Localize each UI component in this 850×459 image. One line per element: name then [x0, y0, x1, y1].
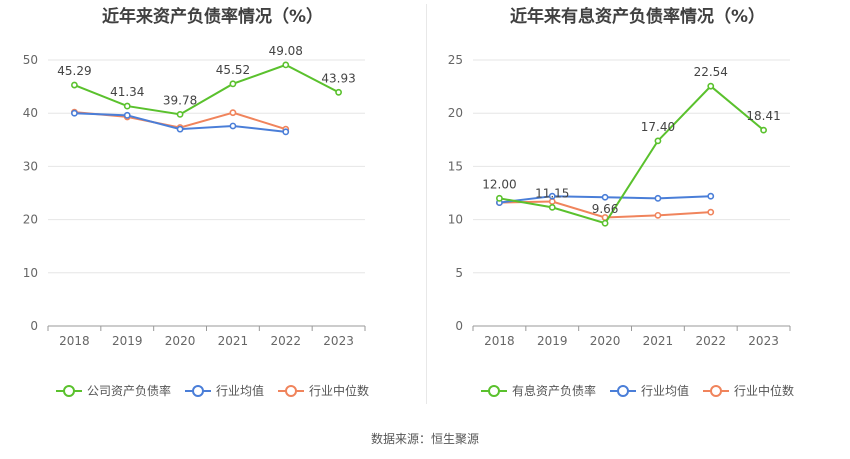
legend-label: 行业中位数	[309, 384, 370, 398]
legend-item-series-1[interactable]: 有息资产负债率	[480, 382, 596, 399]
data-point[interactable]	[707, 208, 715, 216]
data-point[interactable]	[654, 194, 662, 202]
chart-plot-area: 0 5 10 15 20 25 2018 2019 2020 2021 2022 2023 12.00 1…	[448, 53, 791, 348]
data-point[interactable]	[548, 203, 556, 211]
legend-item-series-2[interactable]: 行业均值	[184, 382, 264, 399]
data-label: 22.54	[694, 65, 728, 79]
x-tick-label: 2020	[165, 334, 196, 348]
data-point[interactable]	[71, 81, 78, 89]
data-point[interactable]	[71, 109, 78, 117]
y-tick-label: 10	[448, 213, 463, 227]
x-tick-label: 2018	[59, 334, 90, 348]
data-label: 43.93	[321, 71, 355, 85]
data-point[interactable]	[760, 126, 767, 134]
legend-label: 行业均值	[640, 384, 689, 398]
legend-label: 公司资产负债率	[86, 384, 171, 398]
data-point[interactable]	[548, 192, 556, 200]
x-tick-label: 2020	[590, 334, 621, 348]
series-line	[499, 84, 765, 225]
data-point[interactable]	[654, 211, 662, 219]
legend-item-series-3[interactable]: 行业中位数	[278, 382, 369, 399]
x-tick-label: 2019	[537, 334, 568, 348]
panel-divider	[426, 4, 427, 404]
chart-legend: 有息资产负债率 行业均值 行业中位数	[425, 382, 850, 399]
data-point[interactable]	[335, 88, 342, 96]
chart-title: 近年来有息资产负债率情况（%）	[509, 7, 766, 27]
legend-swatch	[703, 384, 729, 398]
data-point[interactable]	[601, 193, 609, 201]
data-label: 41.34	[110, 85, 144, 99]
x-tick-label: 2023	[323, 334, 354, 348]
legend-swatch	[184, 384, 211, 398]
legend-swatch	[480, 384, 507, 398]
y-tick-label: 40	[23, 106, 38, 120]
data-label: 18.41	[746, 109, 780, 123]
chart-plot-area: 0 10 20 30 40 50 2018 2019 2020 2021 2022 2023 45.29…	[23, 44, 366, 348]
y-tick-label: 0	[30, 319, 38, 333]
data-point[interactable]	[229, 80, 237, 88]
data-point[interactable]	[123, 102, 131, 110]
chart-panel-right: 近年来有息资产负债率情况（%） 0 5 10 15 20 25 2018 2019 2020 20…	[425, 0, 850, 410]
data-label: 45.29	[57, 64, 91, 78]
data-point[interactable]	[176, 110, 184, 118]
data-point[interactable]	[496, 194, 503, 202]
legend-item-series-1[interactable]: 公司资产负债率	[55, 382, 171, 399]
chart-legend: 公司资产负债率 行业均值 行业中位数	[0, 382, 425, 399]
data-label: 49.08	[269, 44, 303, 58]
y-tick-label: 10	[23, 266, 38, 280]
data-point[interactable]	[282, 61, 290, 69]
data-point[interactable]	[229, 109, 237, 117]
x-tick-label: 2018	[484, 334, 515, 348]
data-point[interactable]	[123, 111, 131, 119]
data-point[interactable]	[707, 192, 715, 200]
x-tick-label: 2019	[112, 334, 143, 348]
data-point[interactable]	[176, 125, 184, 133]
data-point[interactable]	[229, 122, 237, 130]
legend-item-series-2[interactable]: 行业均值	[609, 382, 689, 399]
y-tick-label: 25	[448, 53, 463, 67]
y-tick-label: 0	[455, 319, 463, 333]
y-tick-label: 50	[23, 53, 38, 67]
data-label: 11.15	[535, 186, 569, 200]
legend-label: 行业均值	[215, 384, 264, 398]
data-label: 45.52	[216, 63, 250, 77]
x-tick-label: 2022	[695, 334, 726, 348]
data-label: 17.40	[641, 120, 675, 134]
y-tick-label: 15	[448, 159, 463, 173]
legend-swatch	[278, 384, 304, 398]
data-point[interactable]	[654, 137, 662, 145]
chart-title: 近年来资产负债率情况（%）	[101, 7, 324, 27]
series-line	[74, 63, 340, 116]
x-tick-label: 2021	[218, 334, 249, 348]
source-note: 数据来源：恒生聚源	[370, 432, 479, 446]
y-tick-label: 5	[455, 266, 463, 280]
legend-label: 行业中位数	[734, 384, 795, 398]
data-label: 39.78	[163, 93, 197, 107]
legend-label: 有息资产负债率	[511, 384, 596, 398]
chart-panel-left: 近年来资产负债率情况（%） 0 10 20 30 40 50 2018 2019 2020 202…	[0, 0, 425, 410]
y-tick-label: 30	[23, 159, 38, 173]
data-point[interactable]	[707, 82, 715, 90]
data-label: 12.00	[482, 177, 516, 191]
legend-item-series-3[interactable]: 行业中位数	[703, 382, 794, 399]
data-point[interactable]	[282, 128, 290, 136]
legend-swatch	[55, 384, 82, 398]
x-tick-label: 2022	[270, 334, 301, 348]
data-label: 9.66	[592, 202, 619, 216]
x-tick-label: 2021	[643, 334, 674, 348]
data-point[interactable]	[601, 219, 609, 227]
y-tick-label: 20	[23, 213, 38, 227]
y-tick-label: 20	[448, 106, 463, 120]
x-tick-label: 2023	[748, 334, 779, 348]
legend-swatch	[609, 384, 636, 398]
